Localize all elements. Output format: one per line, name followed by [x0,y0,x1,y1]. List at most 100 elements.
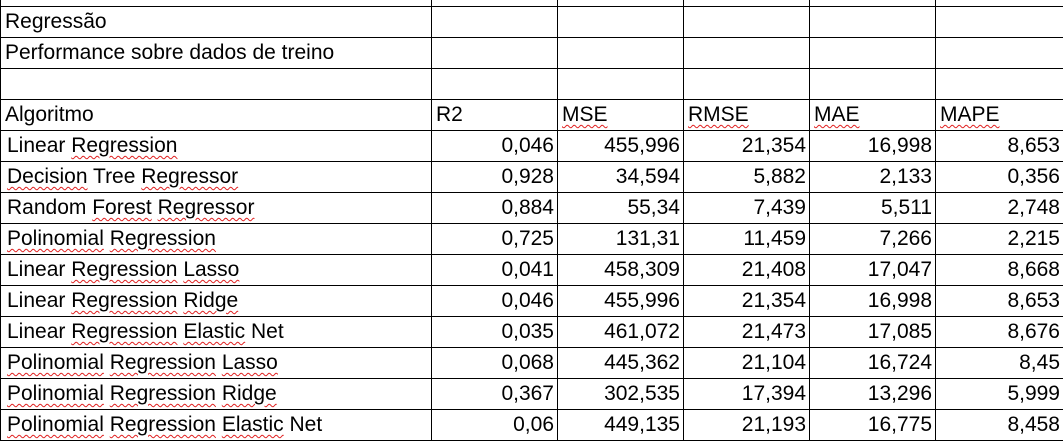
mape-cell[interactable]: 8,458 [936,410,1063,441]
cell[interactable] [684,69,810,100]
mape-cell[interactable]: 8,668 [936,255,1063,286]
header-mse[interactable]: MSE [558,100,684,131]
mse-cell[interactable]: 34,594 [558,162,684,193]
mape-cell[interactable]: 0,356 [936,162,1063,193]
header-rmse[interactable]: RMSE [684,100,810,131]
r2-cell[interactable]: 0,068 [432,348,558,379]
mae-cell[interactable]: 16,998 [810,286,936,317]
mae-cell[interactable]: 16,775 [810,410,936,441]
algoritmo-cell[interactable]: Polinomial Regression [1,224,432,255]
cell[interactable] [432,38,558,69]
header-r2[interactable]: R2 [432,100,558,131]
mse-cell[interactable]: 455,996 [558,286,684,317]
rmse-cell[interactable]: 21,354 [684,131,810,162]
mse-cell[interactable]: 449,135 [558,410,684,441]
rmse-cell[interactable]: 21,408 [684,255,810,286]
mae-cell[interactable]: 2,133 [810,162,936,193]
mae-cell[interactable]: 13,296 [810,379,936,410]
algoritmo-cell[interactable]: Random Forest Regressor [1,193,432,224]
r2-cell[interactable]: 0,06 [432,410,558,441]
rmse-cell[interactable]: 7,439 [684,193,810,224]
empty-row [1,69,1063,100]
algoritmo-cell[interactable]: Polinomial Regression Lasso [1,348,432,379]
algoritmo-cell[interactable]: Linear Regression Lasso [1,255,432,286]
rmse-cell[interactable]: 21,473 [684,317,810,348]
algoritmo-cell[interactable]: Polinomial Regression Elastic Net [1,410,432,441]
header-mape[interactable]: MAPE [936,100,1063,131]
r2-cell[interactable]: 0,046 [432,286,558,317]
spellcheck-word: Elastic [222,413,284,436]
mse-cell[interactable]: 55,34 [558,193,684,224]
cell[interactable] [558,38,684,69]
spellcheck-word: Elastic [183,320,245,343]
rmse-cell[interactable]: 21,354 [684,286,810,317]
r2-cell[interactable]: 0,035 [432,317,558,348]
mae-cell[interactable]: 7,266 [810,224,936,255]
rmse-cell[interactable]: 21,104 [684,348,810,379]
algoritmo-cell[interactable]: Decision Tree Regressor [1,162,432,193]
mape-cell[interactable]: 2,215 [936,224,1063,255]
mae-cell[interactable]: 16,724 [810,348,936,379]
cell[interactable] [810,69,936,100]
rmse-cell[interactable]: 11,459 [684,224,810,255]
cell[interactable] [558,69,684,100]
rmse-cell[interactable]: 21,193 [684,410,810,441]
cell[interactable] [810,7,936,38]
algoritmo-cell[interactable]: Linear Regression Ridge [1,286,432,317]
spellcheck-word: Regression [71,320,177,343]
algoritmo-label: Polinomial Regression [7,227,216,250]
subtitle-cell[interactable]: Performance sobre dados de treino [1,38,432,69]
title-cell[interactable]: Regressão [1,7,432,38]
algoritmo-cell[interactable]: Linear Regression [1,131,432,162]
cell[interactable] [558,7,684,38]
mse-cell[interactable]: 461,072 [558,317,684,348]
algoritmo-label: Linear Regression Ridge [7,289,238,312]
cell[interactable] [432,7,558,38]
spellcheck-word: Polinomial [7,351,104,374]
header-algoritmo[interactable]: Algoritmo [1,100,432,131]
algoritmo-cell[interactable]: Linear Regression Elastic Net [1,317,432,348]
header-label: RMSE [688,103,749,126]
cell[interactable] [936,7,1063,38]
mape-cell[interactable]: 8,676 [936,317,1063,348]
r2-cell[interactable]: 0,928 [432,162,558,193]
mape-cell[interactable]: 8,653 [936,286,1063,317]
cell[interactable] [1,69,432,100]
cell[interactable] [684,7,810,38]
algoritmo-cell[interactable]: Polinomial Regression Ridge [1,379,432,410]
rmse-cell[interactable]: 5,882 [684,162,810,193]
mae-cell[interactable]: 5,511 [810,193,936,224]
cell[interactable] [936,38,1063,69]
mape-cell[interactable]: 8,45 [936,348,1063,379]
mape-cell[interactable]: 8,653 [936,131,1063,162]
rmse-cell[interactable]: 17,394 [684,379,810,410]
mae-cell[interactable]: 17,047 [810,255,936,286]
mse-cell[interactable]: 131,31 [558,224,684,255]
r2-cell[interactable]: 0,041 [432,255,558,286]
r2-cell[interactable]: 0,725 [432,224,558,255]
cell[interactable] [684,38,810,69]
mse-cell[interactable]: 302,535 [558,379,684,410]
spellcheck-word: Regressor [141,165,238,188]
cell[interactable] [432,69,558,100]
cell[interactable] [936,69,1063,100]
header-mae[interactable]: MAE [810,100,936,131]
r2-cell[interactable]: 0,367 [432,379,558,410]
r2-cell[interactable]: 0,046 [432,131,558,162]
spellcheck-word: Regression [110,413,216,436]
cell[interactable] [810,38,936,69]
mse-cell[interactable]: 455,996 [558,131,684,162]
mse-cell[interactable]: 458,309 [558,255,684,286]
r2-cell[interactable]: 0,884 [432,193,558,224]
header-label: R2 [436,103,463,126]
spellcheck-word: Regression [71,134,177,157]
mape-cell[interactable]: 5,999 [936,379,1063,410]
mae-cell[interactable]: 17,085 [810,317,936,348]
mape-cell[interactable]: 2,748 [936,193,1063,224]
mae-cell[interactable]: 16,998 [810,131,936,162]
spellcheck-word: Polinomial [7,227,104,250]
mse-cell[interactable]: 445,362 [558,348,684,379]
